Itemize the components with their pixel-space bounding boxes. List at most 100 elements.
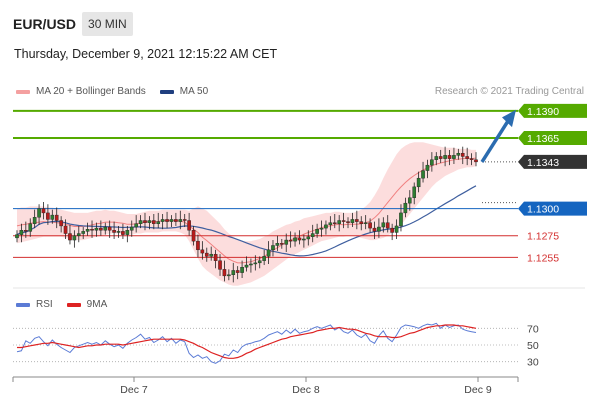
candle-body [456, 152, 461, 156]
ma50-line [16, 185, 477, 257]
candle-body [430, 159, 434, 166]
candle-body [143, 220, 147, 223]
candle-body [99, 227, 103, 231]
candle-body [68, 233, 72, 241]
candle-body [32, 217, 37, 224]
projection-arrow-shaft [480, 115, 513, 163]
candle-body [416, 177, 421, 188]
candle-body [85, 228, 90, 232]
candle-body [178, 219, 183, 222]
candle-body [152, 220, 156, 224]
candle-body [465, 156, 469, 159]
candle-body [407, 197, 412, 204]
rsi-ma-line [17, 324, 477, 359]
candle-body [15, 234, 19, 239]
candle-body [372, 227, 377, 232]
candle-body [125, 230, 130, 235]
candle-body [390, 227, 394, 233]
candle-body [112, 230, 116, 233]
rsi-ma-legend-label: 9MA [86, 299, 108, 310]
candle-body [447, 155, 452, 159]
candle-body [182, 219, 187, 221]
candle-body [341, 220, 346, 222]
candle-body [147, 220, 152, 223]
candle-body [28, 223, 33, 232]
rsi-line [16, 322, 477, 364]
candle-body [41, 208, 46, 214]
candle-body [138, 220, 143, 224]
level-label-1-1343: 1.1343 [527, 157, 559, 169]
x-tick-label-1: Dec 8 [292, 384, 320, 396]
level-label-1-1365: 1.1365 [527, 133, 559, 145]
candle-body [121, 231, 125, 235]
candle-body [297, 237, 302, 241]
candle-body [394, 225, 399, 233]
candle-body [412, 186, 417, 198]
candle-body [381, 222, 386, 228]
candle-body [332, 222, 337, 224]
candle-body [293, 237, 297, 242]
level-tag-1-1390 [518, 103, 587, 118]
candle-body [346, 221, 350, 223]
candle-body [240, 267, 244, 273]
candle-body [196, 240, 200, 251]
candle-body [218, 260, 222, 270]
candle-body [324, 224, 328, 229]
level-tag-1-1300 [518, 201, 587, 216]
candle-body [319, 227, 324, 230]
candle-body [72, 235, 77, 241]
rsi-tick-70: 70 [527, 323, 539, 335]
candle-body [443, 155, 447, 159]
level-tag-1-1365 [518, 131, 587, 145]
candle-body [474, 159, 478, 163]
projection-arrow-head [502, 109, 516, 128]
candle-body [438, 156, 443, 159]
candle-body [434, 156, 439, 160]
currency-pair-title: EUR/USD [13, 16, 77, 32]
candle-body [266, 249, 271, 257]
candle-body [222, 269, 227, 277]
candle-body [452, 155, 456, 159]
candle-body [399, 212, 403, 227]
candle-body [24, 230, 28, 232]
candle-body [134, 223, 138, 228]
candle-body [129, 226, 134, 231]
candle-body [227, 274, 231, 277]
candle-body [160, 219, 165, 222]
candle-body [460, 152, 465, 157]
candle-body [165, 219, 169, 222]
credit-text: Research © 2021 Trading Central [434, 86, 584, 97]
candle-body [350, 219, 355, 223]
bollinger-swatch [16, 89, 30, 94]
candle-body [249, 263, 253, 266]
candle-body [403, 202, 408, 214]
candle-body [385, 222, 390, 229]
candle-body [284, 239, 289, 245]
rsi-swatch [16, 302, 30, 307]
candle-body [156, 221, 161, 224]
candle-body [63, 225, 68, 234]
candle-body [54, 214, 59, 221]
candle-body [377, 226, 381, 232]
candle-body [174, 219, 178, 222]
candle-body [46, 212, 50, 220]
x-tick-label-0: Dec 7 [120, 384, 148, 396]
level-label-1-1300: 1.1300 [527, 204, 559, 216]
candle-body [59, 220, 63, 227]
ma50-swatch [159, 89, 174, 94]
rsi-legend-label: RSI [36, 299, 53, 310]
level-label-1-1275: 1.1275 [527, 231, 559, 243]
candle-body [310, 233, 315, 238]
candle-body [191, 230, 196, 242]
candle-body [315, 228, 319, 234]
candle-body [235, 270, 240, 273]
level-tag-1-1343 [518, 154, 587, 169]
candle-body [37, 208, 41, 218]
timeframe-badge[interactable]: 30 MIN [82, 12, 133, 36]
candle-body [204, 252, 209, 257]
candle-body [200, 249, 205, 254]
candle-body [81, 231, 86, 234]
candle-body [169, 219, 174, 222]
